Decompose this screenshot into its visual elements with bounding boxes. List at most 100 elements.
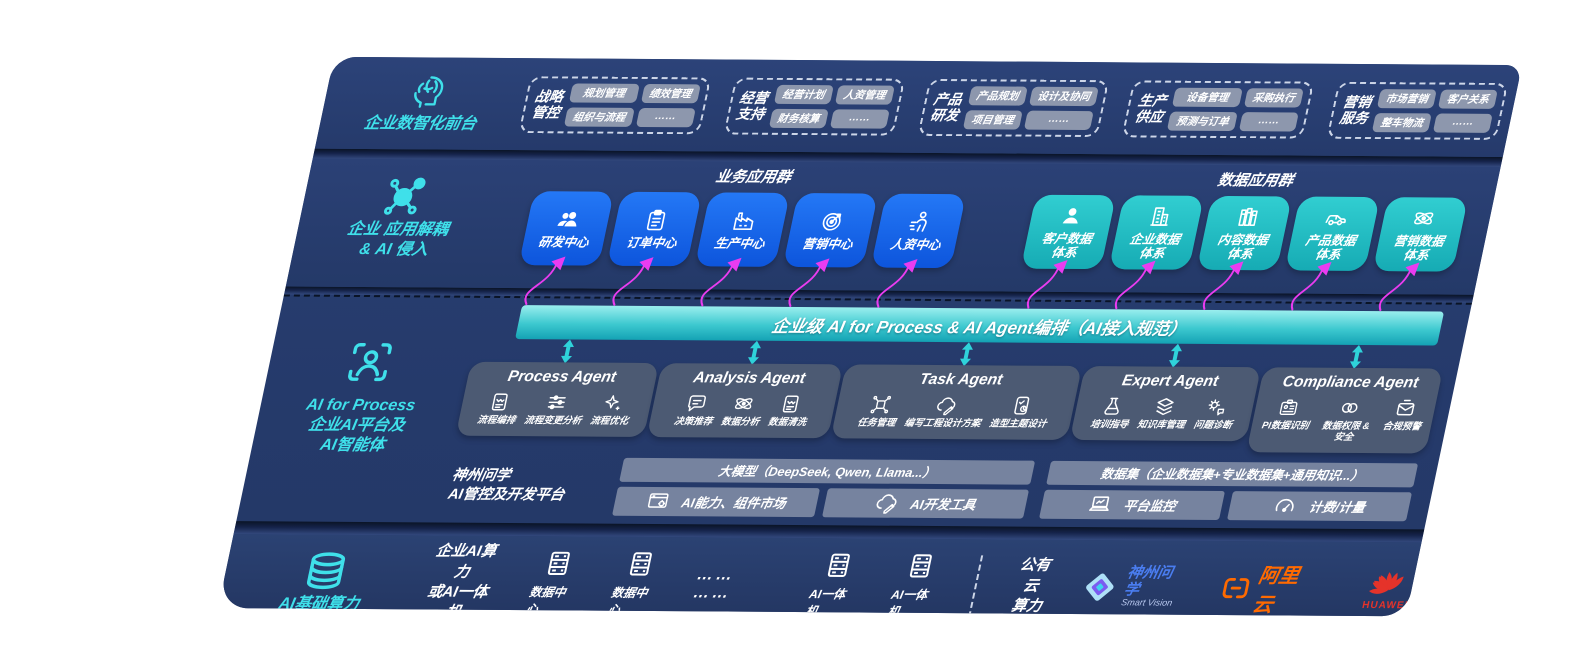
rail-compute: AI基础算力	[218, 547, 431, 615]
workflow-doc-icon	[491, 393, 509, 411]
cell-label: AI开发工具	[909, 496, 978, 513]
agent-item-label: 数据分析	[719, 416, 761, 428]
smartvision-diamond-icon	[1081, 572, 1118, 602]
agent-item-label: 知识库管理	[1136, 419, 1186, 431]
node-label: 数据中心	[524, 585, 567, 617]
server-icon	[547, 552, 570, 576]
agent-compliance: Compliance Agent PI数据识别 数据权限 & 安全 合规预警	[1246, 344, 1444, 454]
chip: 设备管理	[1172, 87, 1243, 107]
chip: 市场营销	[1376, 88, 1437, 108]
agent-item-label: 造型主题设计	[988, 418, 1048, 430]
car-icon	[1324, 214, 1347, 225]
box-label: 订单中心	[624, 235, 678, 250]
platform-strip: 神州问学 AI管控及开发平台 大模型（DeepSeek, Qwen, Llama…	[444, 457, 1419, 522]
sliders-icon	[547, 395, 567, 410]
brain-head-icon	[411, 75, 446, 108]
agent-title: Task Agent	[918, 370, 1005, 389]
smartvision-logo: 神州问学 Smart Vision	[1078, 565, 1187, 609]
box-rd-center: 研发中心	[518, 191, 615, 266]
group-label-line1: 营销	[1341, 93, 1373, 110]
group-label-line2: 管控	[530, 104, 562, 121]
group-label-line2: 研发	[928, 106, 961, 124]
chip: 采购执行	[1243, 87, 1304, 108]
business-app-header: 业务应用群	[714, 168, 793, 186]
updown-arrow-icon	[1165, 343, 1186, 369]
agent-title: Analysis Agent	[691, 369, 807, 388]
box-marketing-center: 营销中心	[782, 193, 879, 268]
dataset-section: 数据集（企业数据集+专业数据集+通用知识...） 平台监控 计费/计量	[1039, 460, 1419, 522]
dataset-header: 数据集（企业数据集+专业数据集+通用知识...）	[1046, 460, 1419, 488]
rail-app-decoupling: 企业 应用解耦 & AI 侵入	[286, 159, 513, 288]
ellipsis: …… ……	[691, 566, 738, 602]
rail-ai-label-line3: AI智能体	[318, 436, 387, 455]
server-icon	[908, 554, 932, 578]
rail-ai-label-line2: 企业AI平台及	[306, 416, 407, 435]
updown-arrow-icon	[744, 340, 765, 366]
agent-expert: Expert Agent 培训指导 知识库管理 问题诊断	[1069, 343, 1262, 452]
group-label-line1: 生产	[1136, 92, 1169, 109]
agent-item-label: 决策推荐	[672, 416, 714, 428]
group-operation: 经营 支持 经营计划 人资管理 财务核算 ……	[723, 77, 906, 136]
agent-analysis: Analysis Agent 决策推荐 数据分析 数据清洗	[646, 340, 843, 449]
cell-ai-market: AI能力、组件市场	[612, 486, 820, 517]
group-label-line2: 支持	[734, 105, 767, 122]
front-office-groups: 战略 管控 规划管理 绩效管理 组织与流程 …… 经营 支持 经营计划 人资管理 财…	[518, 75, 1518, 140]
chip: 预测与订单	[1167, 111, 1238, 131]
group-strategy: 战略 管控 规划管理 绩效管理 组织与流程 ……	[518, 75, 711, 134]
chip: 项目管理	[962, 109, 1023, 130]
agent-item-label: 培训指导	[1089, 419, 1130, 431]
cell-label: AI能力、组件市场	[680, 495, 788, 511]
chip: ……	[1432, 112, 1493, 133]
database-icon	[305, 552, 347, 590]
clipboard-icon	[646, 209, 667, 231]
box-label: 企业数据 体系	[1128, 231, 1182, 261]
agent-item-label: 任务管理	[856, 417, 897, 429]
atom-icon	[733, 396, 755, 412]
aliyun-label: 阿里云	[1250, 565, 1302, 617]
cell-label: 计费/计量	[1307, 499, 1367, 515]
group-label-line1: 产品	[932, 90, 964, 108]
public-cloud-caption: 公有云 算力	[1009, 557, 1052, 615]
band-ai-platform: AI for Process 企业AI平台及 AI智能体 企业级 AI for …	[236, 294, 1473, 530]
rail-app-label-line1: 企业 应用解耦	[345, 220, 450, 239]
model-header: 大模型（DeepSeek, Qwen, Llama...）	[619, 457, 1036, 485]
box-production-center: 生产中心	[694, 192, 791, 267]
window-gear-icon	[647, 493, 669, 509]
box-content-data: 内容数据 体系	[1196, 195, 1293, 271]
group-label-line2: 服务	[1338, 109, 1370, 127]
chip: 规划管理	[568, 82, 640, 103]
gear-chat-icon	[1206, 399, 1227, 416]
group-label-line1: 战略	[533, 88, 565, 105]
node-label: AI一体机	[804, 587, 847, 617]
cell-monitoring: 平台监控	[1039, 489, 1225, 520]
mail-alert-icon	[1396, 399, 1416, 416]
rail-compute-label: AI基础算力	[277, 595, 361, 614]
cloud-pen-icon	[874, 494, 898, 515]
box-label: 人资中心	[888, 237, 942, 252]
agent-process: Process Agent 流程编排 流程变更分析 流程优化	[455, 339, 660, 448]
architecture-diagram: 企业数智化前台 战略 管控 规划管理 绩效管理 组织与流程 …… 经营 支持 经营计…	[218, 56, 1523, 617]
chip: 人资管理	[834, 84, 895, 105]
platform-title-line2: AI管控及开发平台	[446, 486, 566, 504]
rail-ai-label-line1: AI for Process	[304, 396, 417, 415]
agent-item-label: 流程编排	[476, 414, 517, 427]
agent-item-label: 合规预警	[1381, 421, 1423, 433]
scan-person-icon	[347, 342, 393, 382]
agent-item-label: 问题诊断	[1192, 419, 1233, 432]
model-section: 大模型（DeepSeek, Qwen, Llama...） AI能力、组件市场 …	[612, 457, 1036, 519]
box-order-center: 订单中心	[606, 191, 703, 267]
agents-row: Process Agent 流程编排 流程变更分析 流程优化 Analysis …	[455, 339, 1444, 454]
box-label: 营销中心	[800, 236, 854, 252]
id-card-icon	[1279, 399, 1299, 416]
clean-doc-icon	[782, 395, 800, 413]
dashed-divider	[968, 555, 984, 617]
atom-icon	[1411, 209, 1436, 227]
group-production: 生产 供应 设备管理 采购执行 预测与订单 ……	[1121, 79, 1315, 139]
chip: 整车物流	[1371, 112, 1432, 132]
chip: 设计及协同	[1028, 86, 1100, 106]
spark-icon	[604, 395, 624, 411]
flask-icon	[1104, 397, 1122, 415]
node-ai-appliance-2: AI一体机	[886, 551, 946, 616]
node-ai-appliance-1: AI一体机	[804, 551, 864, 617]
agent-title: Compliance Agent	[1281, 373, 1421, 392]
